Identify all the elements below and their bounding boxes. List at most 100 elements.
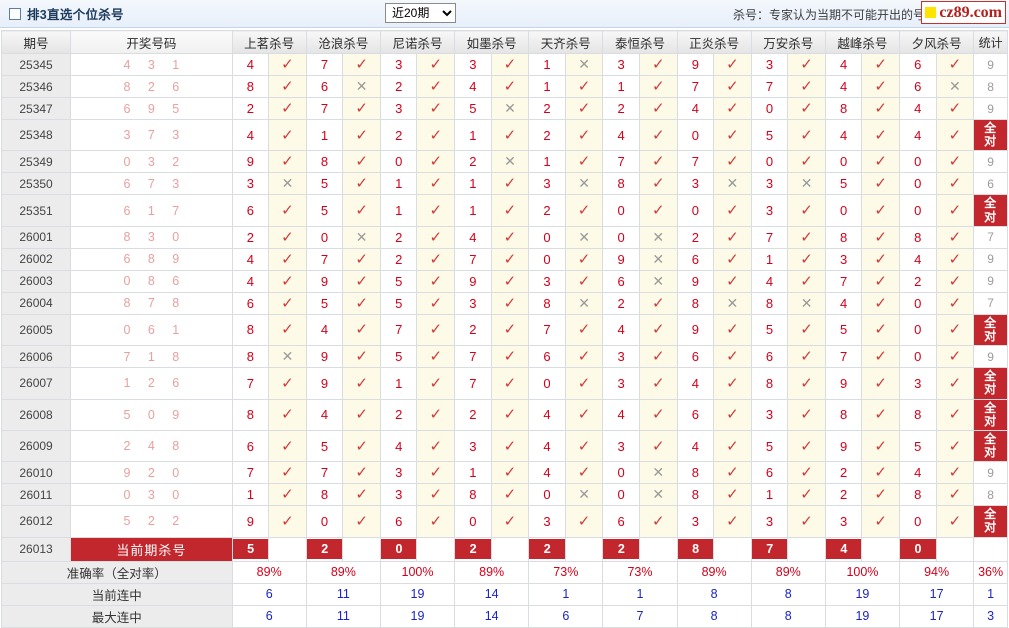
cell-result-mark: ✓ (564, 505, 604, 538)
cell-issue: 26011 (0, 483, 72, 507)
cell-kill-number: 9 (824, 429, 863, 463)
cell-kill-number: 4 (750, 269, 789, 293)
cell-kill-number: 0 (454, 505, 492, 538)
cell-kill-number: 1 (379, 172, 418, 196)
cell-open-number: 2 4 8 (70, 429, 233, 463)
cell-open-digits: 2 4 8 (123, 439, 187, 454)
header-expert-5: 天齐杀号 (528, 30, 604, 54)
header-expert-6: 泰恒杀号 (602, 30, 678, 54)
check-icon: ✓ (355, 250, 368, 268)
check-icon: ✓ (800, 348, 813, 366)
cell-kill-number: 9 (305, 367, 344, 400)
cell-result-mark: ✓ (935, 269, 975, 293)
cell-kill-number: 4 (899, 247, 937, 271)
cell-open-number: 3 7 3 (70, 118, 233, 152)
cell-kill-number: 4 (454, 75, 492, 98)
cell-kill-number: 6 (231, 291, 270, 315)
cell-result-mark: ✓ (342, 461, 381, 485)
cell-current-blank (416, 536, 456, 562)
cell-result-mark: ✓ (638, 194, 678, 227)
table-row: 26005 0 6 1 8 ✓ 4 ✓ 7 ✓ 2 ✓ 7 ✓ 4 ✓ 9 ✓ 5 ✓ 5 ✓ 0 ✓ 全对 (0, 313, 1008, 347)
cell-result-mark: ✓ (861, 291, 901, 315)
summary-streak: 17 (899, 582, 975, 606)
cell-statistics: 9 (973, 269, 1008, 293)
cell-kill-number: 0 (602, 194, 640, 227)
cell-kill-number: 3 (899, 367, 937, 400)
cell-result-mark: ✓ (713, 367, 752, 400)
check-icon: ✓ (355, 321, 368, 339)
cell-kill-number: 6 (305, 75, 344, 98)
cell-result-mark: ✓ (564, 269, 604, 293)
summary-label: 当前连中 (1, 582, 233, 606)
cell-kill-number: 2 (231, 97, 270, 120)
check-icon: ✓ (651, 374, 665, 392)
cell-open-number: 0 3 2 (70, 150, 233, 174)
cell-kill-number: 9 (676, 313, 715, 347)
check-icon: ✓ (429, 250, 443, 268)
check-icon: ✓ (948, 175, 962, 193)
check-icon: ✓ (429, 512, 443, 530)
cross-icon: ✕ (652, 486, 665, 503)
cell-result-mark: ✓ (787, 269, 826, 293)
current-kill-chip: 0 (900, 539, 936, 560)
cell-result-mark: ✕ (564, 225, 604, 249)
cell-result-mark: ✓ (416, 398, 456, 431)
check-icon: ✓ (948, 153, 962, 171)
cell-kill-number: 0 (602, 483, 640, 507)
cell-kill-number: 0 (899, 345, 937, 369)
check-icon: ✓ (948, 294, 962, 312)
check-icon: ✓ (726, 348, 739, 366)
cell-result-mark: ✓ (638, 313, 678, 347)
cell-current-kill: 7 (750, 536, 789, 562)
cell-current-kill: 2 (305, 536, 344, 562)
cell-kill-number: 8 (750, 291, 789, 315)
cell-result-mark: ✓ (342, 97, 381, 120)
period-select[interactable]: 近20期近30期近50期近100期 (385, 3, 456, 23)
cell-kill-number: 3 (750, 505, 789, 538)
cell-kill-number: 3 (676, 172, 715, 196)
cell-kill-number: 1 (379, 194, 418, 227)
cell-kill-number: 8 (676, 291, 715, 315)
current-kill-chip: 2 (307, 539, 342, 560)
cell-result-mark: ✓ (713, 53, 752, 76)
cell-kill-number: 3 (750, 53, 789, 76)
select-all-checkbox[interactable] (9, 7, 21, 20)
cell-result-mark: ✓ (416, 269, 456, 293)
cell-kill-number: 7 (824, 345, 863, 369)
check-icon: ✓ (948, 437, 962, 455)
cell-kill-number: 7 (824, 269, 863, 293)
cell-result-mark: ✓ (787, 367, 826, 400)
check-icon: ✓ (948, 512, 962, 530)
cell-result-mark: ✓ (416, 505, 456, 538)
summary-statistics: 36% (973, 560, 1008, 584)
kill-number-table: 期号 开奖号码 上茗杀号 沧浪杀号 尼诺杀号 如墨杀号 天齐杀号 泰恒杀号 正炎杀号 万安杀号 越峰… (0, 30, 1008, 628)
check-icon: ✓ (726, 437, 739, 455)
cell-result-mark: ✓ (342, 367, 381, 400)
check-icon: ✓ (800, 56, 813, 73)
check-icon: ✓ (874, 406, 887, 424)
summary-label: 准确率（全对率） (1, 560, 233, 584)
check-icon: ✓ (577, 348, 591, 366)
cell-open-number: 5 2 2 (70, 505, 233, 538)
cell-result-mark: ✓ (935, 429, 975, 463)
check-icon: ✓ (281, 100, 294, 117)
table-row: 26012 5 2 2 9 ✓ 0 ✓ 6 ✓ 0 ✓ 3 ✓ 6 ✓ 3 ✓ 3 ✓ 3 ✓ 0 ✓ 全对 (0, 505, 1008, 538)
cell-result-mark: ✓ (342, 429, 381, 463)
cell-kill-number: 2 (528, 194, 566, 227)
current-kill-chip: 7 (752, 539, 787, 560)
cell-result-mark: ✓ (935, 150, 975, 174)
cell-issue: 25349 (0, 150, 72, 174)
cell-result-mark: ✓ (638, 398, 678, 431)
cell-kill-number: 5 (305, 429, 344, 463)
site-logo: cz89.com (921, 1, 1006, 24)
check-icon: ✓ (281, 374, 294, 392)
check-icon: ✓ (651, 348, 665, 366)
cell-result-mark: ✓ (935, 313, 975, 347)
check-icon: ✓ (651, 56, 665, 73)
check-icon: ✓ (503, 175, 517, 193)
cross-icon: ✕ (578, 56, 590, 72)
check-icon: ✓ (874, 486, 887, 504)
cell-result-mark: ✓ (268, 247, 307, 271)
check-icon: ✓ (651, 100, 665, 117)
current-kill-chip: 2 (603, 539, 639, 560)
